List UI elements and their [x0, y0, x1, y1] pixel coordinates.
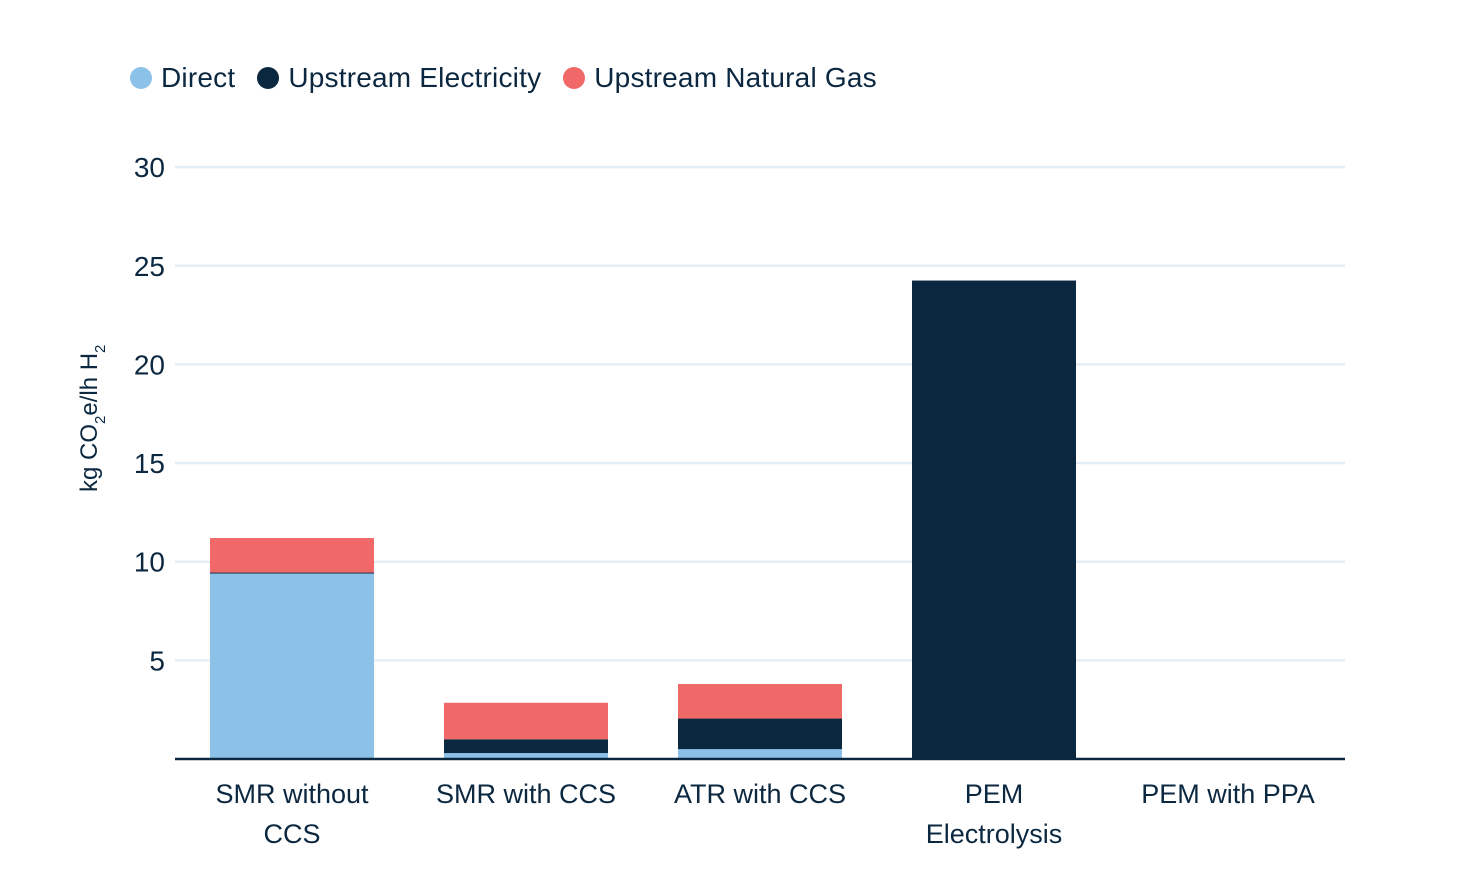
- legend-item-upstream-natural-gas: Upstream Natural Gas: [563, 62, 877, 94]
- x-category-label: SMR without: [215, 779, 369, 809]
- y-tick-label: 30: [134, 152, 165, 183]
- legend-swatch-upstream-natural-gas: [563, 67, 586, 89]
- x-category-label: SMR with CCS: [436, 779, 616, 809]
- bar-segment-upstream-electricity: [444, 739, 608, 754]
- legend-swatch-direct: [130, 67, 152, 89]
- y-axis-label: kg CO2e/lh H2: [76, 345, 109, 492]
- legend-label-upstream-electricity: Upstream Electricity: [288, 62, 542, 93]
- x-category-label: ATR with CCS: [674, 779, 846, 809]
- y-tick-label: 10: [134, 547, 165, 578]
- legend-swatch-upstream-electricity: [257, 67, 280, 89]
- bar-segment-upstream-natural-gas: [444, 702, 608, 740]
- y-tick-label: 20: [134, 349, 165, 380]
- legend-item-direct: Direct: [130, 62, 235, 94]
- x-category-label: CCS: [263, 819, 320, 849]
- legend: Direct Upstream Electricity Upstream Nat…: [130, 62, 899, 94]
- gridlines: [175, 165, 1345, 662]
- legend-label-direct: Direct: [161, 62, 236, 93]
- bar-segment-upstream-electricity: [210, 572, 374, 574]
- legend-item-upstream-electricity: Upstream Electricity: [257, 62, 541, 94]
- bar-segment-direct: [210, 573, 374, 759]
- x-axis-categories: SMR without CCS SMR with CCS ATR with CCS PE…: [215, 779, 1314, 849]
- y-tick-label: 15: [134, 448, 165, 479]
- bars: [210, 280, 1076, 759]
- y-axis-ticks: 5 10 15 20 25 30: [134, 152, 165, 676]
- bar-segment-upstream-electricity: [678, 718, 842, 750]
- x-category-label: PEM: [965, 779, 1024, 809]
- y-tick-label: 25: [134, 251, 165, 282]
- bar-segment-upstream-natural-gas: [678, 684, 842, 719]
- x-category-label: Electrolysis: [926, 819, 1063, 849]
- legend-label-upstream-natural-gas: Upstream Natural Gas: [594, 62, 877, 93]
- x-category-label: PEM with PPA: [1141, 779, 1315, 809]
- bar-segment-upstream-natural-gas: [210, 538, 374, 573]
- y-tick-label: 5: [149, 645, 165, 676]
- bar-segment-direct: [444, 753, 608, 759]
- bar-segment-direct: [678, 749, 842, 759]
- bar-segment-upstream-electricity: [912, 280, 1076, 759]
